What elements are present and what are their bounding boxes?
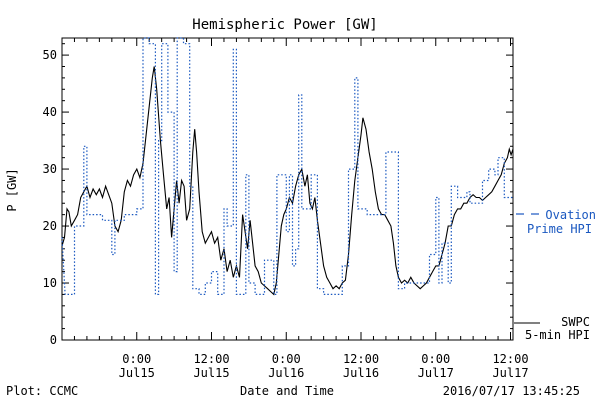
footer-timestamp: 2016/07/17 13:45:25 <box>443 384 580 398</box>
footer-credit: Plot: CCMC <box>6 384 78 398</box>
y-tick-label: 40 <box>43 105 57 119</box>
x-tick-label-time: 0:00 <box>421 352 450 366</box>
x-tick-label-date: Jul16 <box>343 366 379 380</box>
series-layer <box>61 37 514 296</box>
x-tick-label-time: 12:00 <box>343 352 379 366</box>
y-axis-label: P [GW] <box>5 168 19 211</box>
y-tick-label: 30 <box>43 162 57 176</box>
plot-border <box>61 37 514 341</box>
legend-label-swpc-line2: 5-min HPI <box>525 328 590 342</box>
x-tick-label-date: Jul17 <box>418 366 454 380</box>
legend-label-ovation-line2: Prime HPI <box>527 222 592 236</box>
series-line-swpc <box>61 66 514 296</box>
legend-label-swpc-line1: SWPC <box>561 315 590 329</box>
x-tick-label-time: 0:00 <box>122 352 151 366</box>
y-tick-label: 10 <box>43 276 57 290</box>
chart-title: Hemispheric Power [GW] <box>192 17 377 33</box>
x-tick-label-time: 0:00 <box>272 352 301 366</box>
y-axis: 0 10 20 30 40 50 <box>43 43 513 347</box>
y-tick-label: 0 <box>50 333 57 347</box>
series-line-ovation <box>61 37 513 295</box>
x-tick-label-date: Jul15 <box>193 366 229 380</box>
x-tick-label-date: Jul17 <box>492 366 528 380</box>
y-tick-label: 20 <box>43 219 57 233</box>
y-tick-label: 50 <box>43 48 57 62</box>
x-tick-label-date: Jul16 <box>268 366 304 380</box>
x-tick-label-date: Jul15 <box>119 366 155 380</box>
plot-frame <box>61 37 514 341</box>
legend-label-ovation-line1: Ovation <box>545 208 596 222</box>
x-axis-label: Date and Time <box>240 384 334 398</box>
x-axis: 0:00Jul1512:00Jul150:00Jul1612:00Jul160:… <box>73 38 529 380</box>
x-tick-label-time: 12:00 <box>193 352 229 366</box>
x-tick-label-time: 12:00 <box>492 352 528 366</box>
